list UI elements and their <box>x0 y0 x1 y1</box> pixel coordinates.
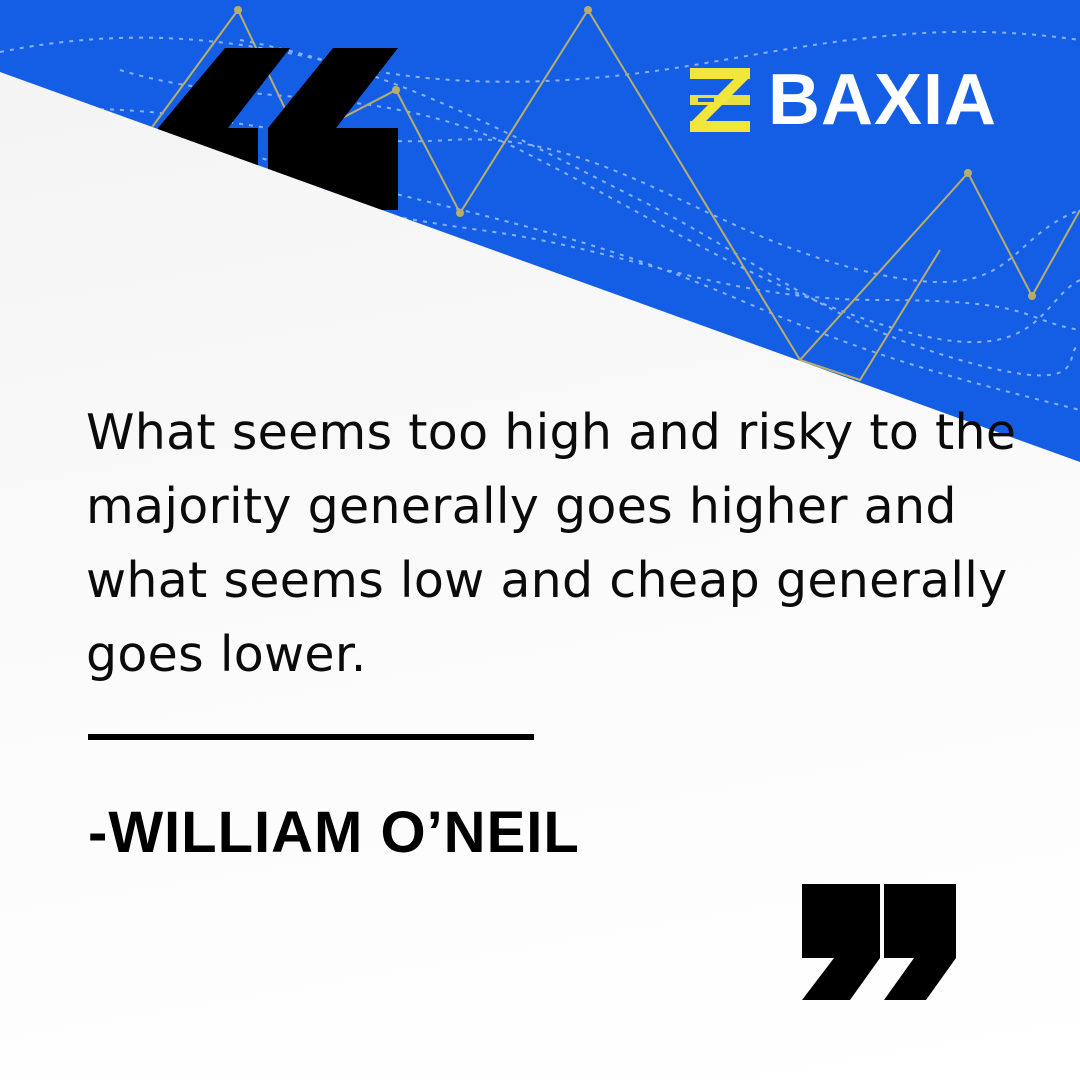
baxia-logo: BAXIA <box>690 60 998 140</box>
quote-text: What seems too high and risky to the maj… <box>86 404 1017 683</box>
close-quote-icon <box>802 884 956 1000</box>
divider <box>88 734 534 740</box>
baxia-logo-icon <box>690 68 750 132</box>
quote-author: -WILLIAM O’NEIL <box>88 800 580 865</box>
brand-wordmark: BAXIA <box>768 60 998 140</box>
blue-banner <box>0 0 1080 462</box>
